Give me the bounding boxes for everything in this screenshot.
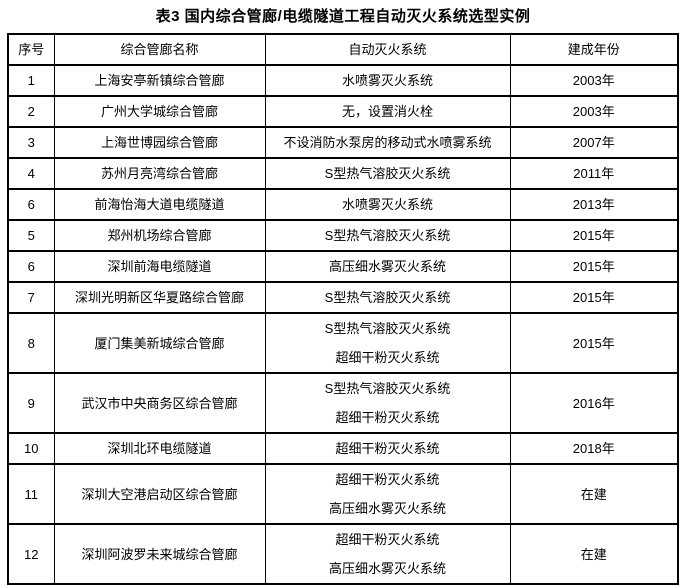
row-number-cell: 6 <box>7 250 55 283</box>
system-line: S型热气溶胶灭火系统 <box>324 166 451 181</box>
year-cell: 2003年 <box>509 64 679 97</box>
row-number-cell: 5 <box>7 219 55 252</box>
table-row: 9 武汉市中央商务区综合管廊 S型热气溶胶灭火系统 超细干粉灭火系统 2016年 <box>7 372 679 434</box>
year-cell: 2015年 <box>509 281 679 314</box>
system-line: S型热气溶胶灭火系统 <box>324 290 451 305</box>
year-cell: 2015年 <box>509 250 679 283</box>
system-line: 高压细水雾灭火系统 <box>328 259 446 274</box>
tunnel-name-cell: 上海世博园综合管廊 <box>53 126 266 159</box>
year-cell: 2013年 <box>509 188 679 221</box>
row-number-cell: 10 <box>7 432 55 465</box>
row-number-cell: 8 <box>7 312 55 374</box>
system-line: S型热气溶胶灭火系统 <box>324 381 451 396</box>
system-line: 超细干粉灭火系统 <box>335 350 440 365</box>
system-line: 不设消防水泵房的移动式水喷雾系统 <box>283 135 492 150</box>
table-row: 4 苏州月亮湾综合管廊 S型热气溶胶灭火系统 2011年 <box>7 157 679 190</box>
row-number-cell: 7 <box>7 281 55 314</box>
tunnel-name-cell: 苏州月亮湾综合管廊 <box>53 157 266 190</box>
system-line: 超细干粉灭火系统 <box>335 410 440 425</box>
year-cell: 2007年 <box>509 126 679 159</box>
tunnel-name-cell: 深圳阿波罗未来城综合管廊 <box>53 523 266 585</box>
tunnel-name-cell: 广州大学城综合管廊 <box>53 95 266 128</box>
system-line: 超细干粉灭火系统 <box>335 472 440 487</box>
table-row: 12 深圳阿波罗未来城综合管廊 超细干粉灭火系统 高压细水雾灭火系统 在建 <box>7 523 679 585</box>
system-line: 无，设置消火栓 <box>341 104 433 119</box>
table-caption: 表3 国内综合管廊/电缆隧道工程自动灭火系统选型实例 <box>155 8 531 25</box>
year-cell: 2016年 <box>509 372 679 434</box>
year-cell: 2003年 <box>509 95 679 128</box>
systems-cell: S型热气溶胶灭火系统 <box>264 281 511 314</box>
table-row: 1 上海安亭新镇综合管廊 水喷雾灭火系统 2003年 <box>7 64 679 97</box>
systems-cell: 不设消防水泵房的移动式水喷雾系统 <box>264 126 511 159</box>
systems-cell: 高压细水雾灭火系统 <box>264 250 511 283</box>
col-header-no: 序号 <box>7 33 55 66</box>
systems-cell: S型热气溶胶灭火系统 超细干粉灭火系统 <box>264 372 511 434</box>
row-number-cell: 1 <box>7 64 55 97</box>
table-row: 7 深圳光明新区华夏路综合管廊 S型热气溶胶灭火系统 2015年 <box>7 281 679 314</box>
selection-table: 序号 综合管廊名称 自动灭火系统 建成年份 1 上海安亭新镇综合管廊 水喷雾灭火系统… <box>7 33 679 585</box>
table-row: 5 郑州机场综合管廊 S型热气溶胶灭火系统 2015年 <box>7 219 679 252</box>
table-row: 11 深圳大空港启动区综合管廊 超细干粉灭火系统 高压细水雾灭火系统 在建 <box>7 463 679 525</box>
system-line: 水喷雾灭火系统 <box>341 73 433 88</box>
systems-cell: 水喷雾灭火系统 <box>264 188 511 221</box>
document-page: 表3 国内综合管廊/电缆隧道工程自动灭火系统选型实例 序号 综合管廊名称 自动灭… <box>7 8 679 585</box>
systems-cell: S型热气溶胶灭火系统 超细干粉灭火系统 <box>264 312 511 374</box>
tunnel-name-cell: 厦门集美新城综合管廊 <box>53 312 266 374</box>
system-line: 超细干粉灭火系统 <box>335 532 440 547</box>
table-row: 8 厦门集美新城综合管廊 S型热气溶胶灭火系统 超细干粉灭火系统 2015年 <box>7 312 679 374</box>
row-number-cell: 3 <box>7 126 55 159</box>
row-number-cell: 12 <box>7 523 55 585</box>
tunnel-name-cell: 前海怡海大道电缆隧道 <box>53 188 266 221</box>
table-row: 3 上海世博园综合管廊 不设消防水泵房的移动式水喷雾系统 2007年 <box>7 126 679 159</box>
col-header-year: 建成年份 <box>509 33 679 66</box>
col-header-system: 自动灭火系统 <box>264 33 511 66</box>
row-number-cell: 6 <box>7 188 55 221</box>
year-cell: 2018年 <box>509 432 679 465</box>
table-row: 6 前海怡海大道电缆隧道 水喷雾灭火系统 2013年 <box>7 188 679 221</box>
system-line: 高压细水雾灭火系统 <box>328 561 446 576</box>
system-line: S型热气溶胶灭火系统 <box>324 228 451 243</box>
system-line: 水喷雾灭火系统 <box>341 197 433 212</box>
tunnel-name-cell: 深圳前海电缆隧道 <box>53 250 266 283</box>
tunnel-name-cell: 深圳大空港启动区综合管廊 <box>53 463 266 525</box>
systems-cell: 超细干粉灭火系统 高压细水雾灭火系统 <box>264 523 511 585</box>
system-line: 超细干粉灭火系统 <box>335 441 440 456</box>
table-row: 6 深圳前海电缆隧道 高压细水雾灭火系统 2015年 <box>7 250 679 283</box>
table-body: 1 上海安亭新镇综合管廊 水喷雾灭火系统 2003年 2 广州大学城综合管廊 无，设置消火栓… <box>7 64 679 585</box>
tunnel-name-cell: 深圳北环电缆隧道 <box>53 432 266 465</box>
systems-cell: 水喷雾灭火系统 <box>264 64 511 97</box>
year-cell: 2011年 <box>509 157 679 190</box>
table-row: 10 深圳北环电缆隧道 超细干粉灭火系统 2018年 <box>7 432 679 465</box>
row-number-cell: 11 <box>7 463 55 525</box>
tunnel-name-cell: 上海安亭新镇综合管廊 <box>53 64 266 97</box>
year-cell: 2015年 <box>509 312 679 374</box>
header-row: 序号 综合管廊名称 自动灭火系统 建成年份 <box>7 33 679 66</box>
tunnel-name-cell: 郑州机场综合管廊 <box>53 219 266 252</box>
table-row: 2 广州大学城综合管廊 无，设置消火栓 2003年 <box>7 95 679 128</box>
year-cell: 在建 <box>509 463 679 525</box>
system-line: S型热气溶胶灭火系统 <box>324 321 451 336</box>
systems-cell: S型热气溶胶灭火系统 <box>264 219 511 252</box>
row-number-cell: 9 <box>7 372 55 434</box>
systems-cell: 无，设置消火栓 <box>264 95 511 128</box>
tunnel-name-cell: 深圳光明新区华夏路综合管廊 <box>53 281 266 314</box>
systems-cell: 超细干粉灭火系统 高压细水雾灭火系统 <box>264 463 511 525</box>
row-number-cell: 2 <box>7 95 55 128</box>
col-header-name: 综合管廊名称 <box>53 33 266 66</box>
systems-cell: 超细干粉灭火系统 <box>264 432 511 465</box>
row-number-cell: 4 <box>7 157 55 190</box>
year-cell: 在建 <box>509 523 679 585</box>
system-line: 高压细水雾灭火系统 <box>328 501 446 516</box>
tunnel-name-cell: 武汉市中央商务区综合管廊 <box>53 372 266 434</box>
systems-cell: S型热气溶胶灭火系统 <box>264 157 511 190</box>
year-cell: 2015年 <box>509 219 679 252</box>
